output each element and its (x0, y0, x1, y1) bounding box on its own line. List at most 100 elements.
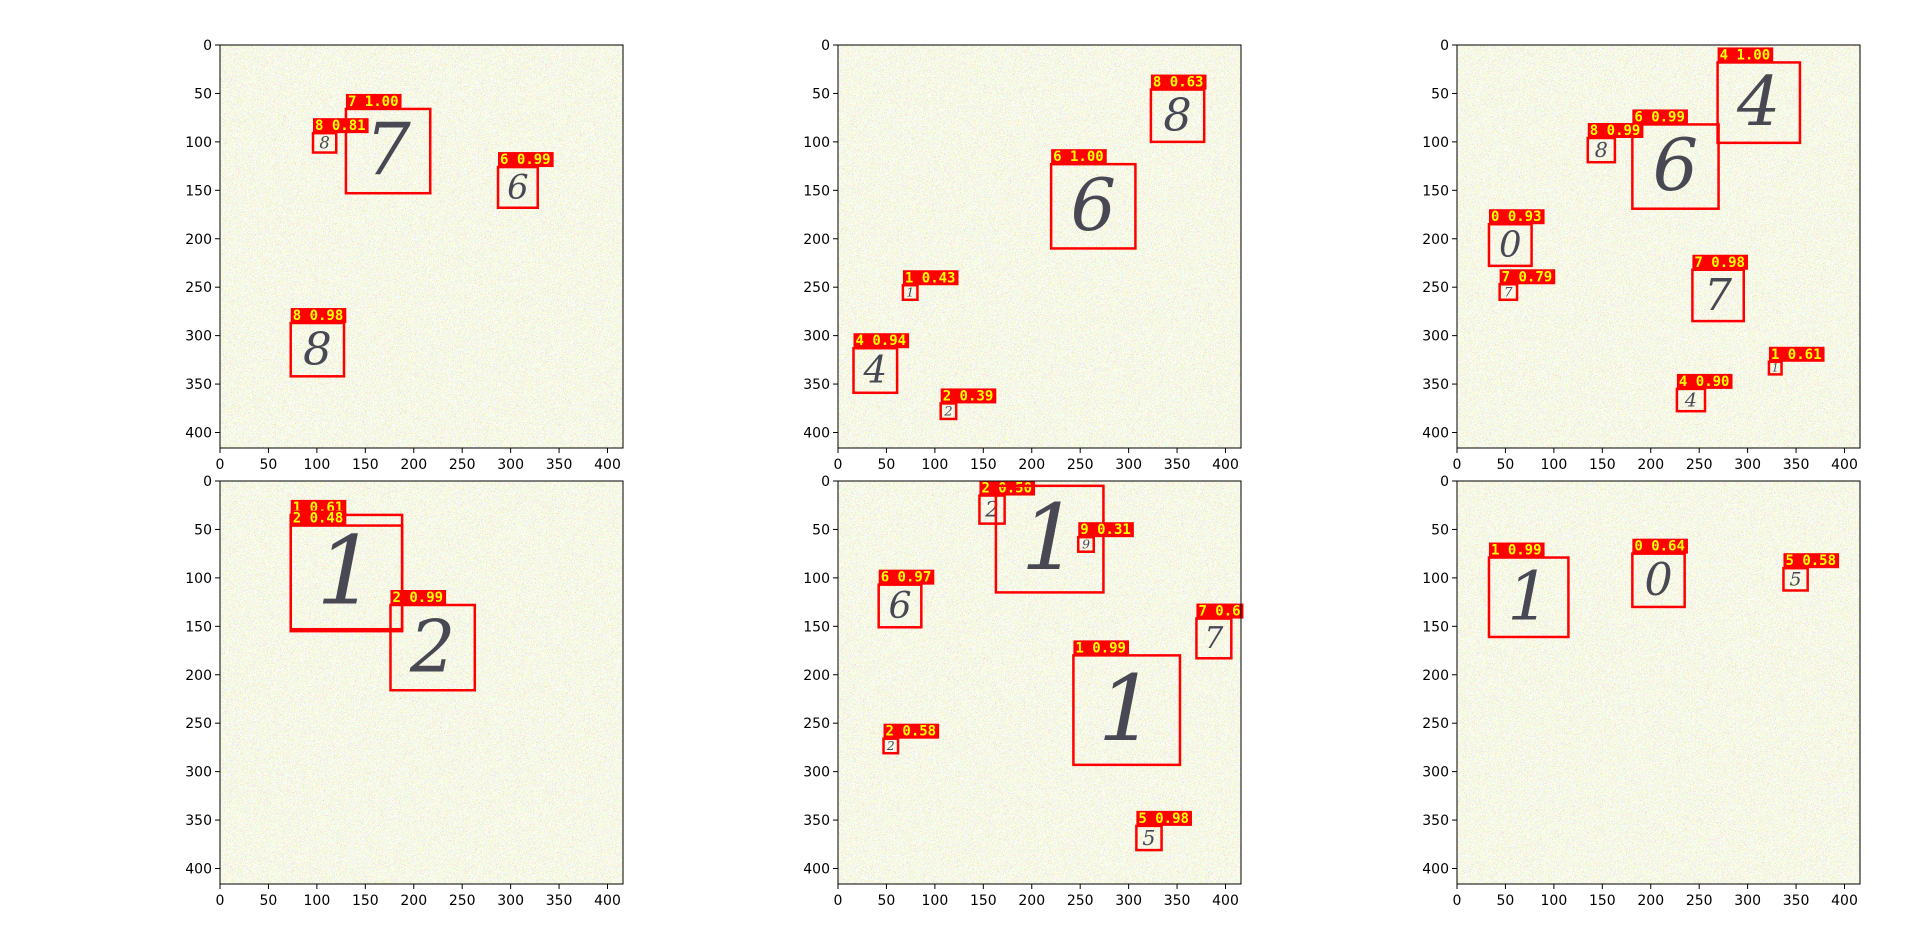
x-tick-label: 250 (1686, 457, 1713, 473)
detection-label-bg (1692, 254, 1749, 270)
detection-label: 6 0.97 (881, 570, 932, 586)
handwritten-digit: 4 (1684, 389, 1697, 411)
detection-label-bg (1632, 538, 1688, 554)
handwritten-digit: 7 (1504, 285, 1513, 300)
x-tick-label: 50 (1497, 457, 1515, 473)
x-tick-label: 300 (1115, 457, 1142, 473)
y-tick-label: 350 (803, 377, 830, 393)
x-tick-label: 150 (970, 457, 997, 473)
x-tick-label: 100 (1541, 457, 1568, 473)
detection-box (289, 524, 404, 633)
detection-label: 5 0.98 (1138, 811, 1189, 827)
y-tick-label: 100 (1422, 135, 1449, 151)
handwritten-digit: 1 (1021, 486, 1079, 591)
y-tick-label: 400 (1422, 426, 1449, 442)
detection-label-bg (1632, 109, 1688, 125)
detection-label: 9 0.31 (1080, 522, 1131, 538)
y-tick-label: 250 (1422, 280, 1449, 296)
detection-label-bg (1587, 123, 1644, 138)
y-tick-label: 300 (185, 765, 212, 781)
handwritten-digit: 7 (365, 109, 411, 192)
handwritten-digit: 6 (507, 168, 528, 207)
x-tick-label: 350 (546, 893, 573, 909)
detection-label: 5 0.58 (1785, 553, 1836, 569)
detection-label: 8 0.63 (1153, 75, 1204, 91)
detection-label-bg (1078, 522, 1134, 538)
x-tick-label: 100 (922, 893, 949, 909)
x-tick-label: 400 (594, 893, 621, 909)
y-tick-label: 100 (185, 135, 212, 151)
y-tick-label: 350 (1422, 813, 1449, 829)
detection-box (994, 484, 1105, 594)
handwritten-digit: 0 (1499, 225, 1522, 266)
x-tick-label: 300 (1115, 893, 1142, 909)
x-tick-label: 150 (352, 893, 379, 909)
detection-label-bg (1488, 542, 1545, 558)
x-tick-label: 400 (1831, 893, 1858, 909)
detection-label-bg (1676, 373, 1733, 389)
y-tick-label: 50 (194, 522, 212, 538)
detection-label-bg (1499, 269, 1556, 285)
detection-label: 0 0.64 (1634, 539, 1685, 555)
x-tick-label: 200 (1637, 893, 1664, 909)
handwritten-digit: 7 (1704, 270, 1732, 321)
handwritten-digit: 1 (1507, 557, 1550, 636)
y-tick-label: 350 (1422, 377, 1449, 393)
detection-label-bg (1717, 47, 1774, 63)
x-tick-label: 150 (352, 457, 379, 473)
x-tick-label: 50 (260, 893, 278, 909)
handwritten-digit: 5 (1790, 569, 1802, 591)
y-tick-label: 250 (185, 280, 212, 296)
axes-frame (837, 480, 1242, 885)
detection-label-bg (1051, 149, 1107, 165)
detection-label: 1 0.43 (905, 270, 956, 286)
axes-frame (1456, 480, 1861, 885)
detection-label-bg (1768, 346, 1825, 362)
y-tick-label: 400 (803, 426, 830, 442)
y-tick-label: 50 (812, 522, 830, 538)
y-tick-label: 200 (185, 668, 212, 684)
handwritten-digit: 1 (1772, 362, 1779, 375)
y-tick-label: 200 (1422, 668, 1449, 684)
x-tick-label: 150 (970, 893, 997, 909)
detection-label-bg (1150, 74, 1207, 90)
detection-label: 2 0.58 (886, 724, 937, 740)
handwritten-digit: 8 (319, 133, 329, 152)
x-tick-label: 150 (1589, 893, 1616, 909)
y-tick-label: 100 (185, 571, 212, 587)
detection-label-bg (853, 333, 910, 349)
y-tick-label: 0 (1440, 38, 1449, 54)
y-tick-label: 350 (185, 377, 212, 393)
detection-label-bg (313, 118, 369, 134)
x-tick-label: 50 (878, 893, 896, 909)
x-tick-label: 100 (304, 893, 331, 909)
handwritten-digit: 4 (1736, 63, 1780, 142)
panel-2: 88 0.63 66 1.00 11 0.43 44 0.94 22 0.39 0 50 10… (803, 38, 1242, 473)
detection-label-bg (1196, 603, 1244, 619)
x-tick-label: 350 (1783, 457, 1810, 473)
handwritten-digit: 5 (1142, 826, 1155, 850)
y-tick-label: 150 (803, 619, 830, 635)
x-tick-label: 200 (1018, 893, 1045, 909)
detection-label: 2 0.39 (943, 388, 994, 404)
handwritten-digit: 6 (1653, 124, 1699, 207)
y-tick-label: 150 (803, 183, 830, 199)
y-tick-label: 0 (203, 38, 212, 54)
detection-label-bg (940, 388, 997, 404)
handwritten-digit: 1 (906, 286, 914, 300)
detection-label: 2 0.99 (393, 590, 444, 606)
y-tick-label: 100 (803, 571, 830, 587)
detection-label-bg (902, 270, 959, 286)
y-tick-label: 0 (821, 38, 830, 54)
x-tick-label: 350 (1783, 893, 1810, 909)
y-tick-label: 400 (1422, 862, 1449, 878)
noise-image (220, 481, 623, 884)
x-tick-label: 300 (497, 893, 524, 909)
detection-label: 0 0.93 (1491, 209, 1542, 225)
x-tick-label: 400 (1831, 457, 1858, 473)
detection-label-bg (979, 480, 1036, 496)
y-tick-label: 300 (185, 329, 212, 345)
detection-label-bg (290, 308, 347, 324)
y-tick-label: 100 (803, 135, 830, 151)
handwritten-digit: 9 (1082, 538, 1090, 552)
